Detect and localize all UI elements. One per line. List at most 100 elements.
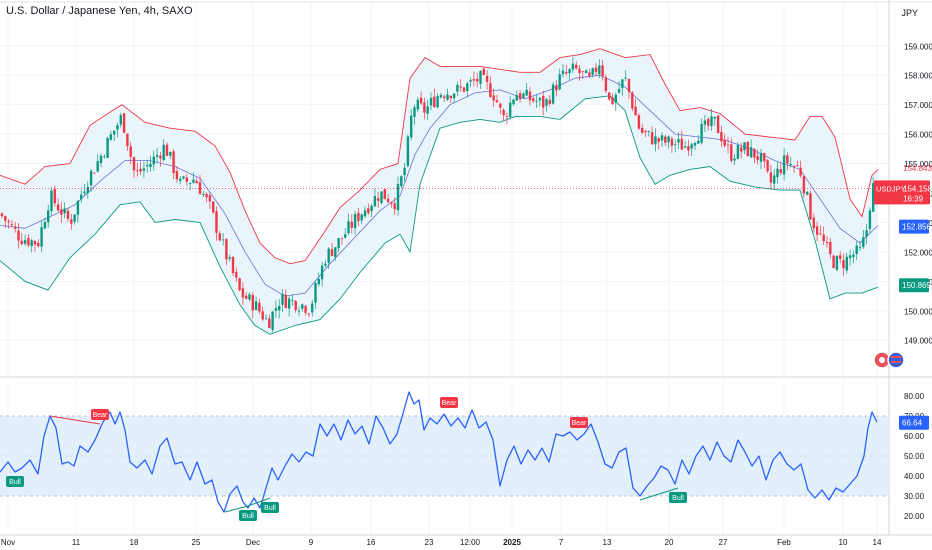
candle-body [142, 168, 146, 171]
candle-body [175, 171, 179, 180]
bull-divergence-label: Bull [672, 495, 684, 502]
candle-body [852, 254, 855, 258]
candle-body [680, 138, 683, 150]
candle-body [103, 156, 106, 158]
bear-divergence-label: Bear [93, 412, 108, 419]
candle-body [812, 217, 815, 229]
candle-body [786, 155, 789, 164]
bear-divergence-label: Bear [572, 420, 587, 427]
bear-divergence-label: Bear [442, 400, 457, 407]
flags-icon[interactable] [873, 351, 905, 369]
candle-body [185, 177, 188, 182]
candle-body [858, 247, 862, 248]
candle-body [43, 221, 47, 229]
candle-body [254, 301, 258, 310]
candle-body [700, 123, 703, 143]
candle-body [347, 221, 350, 234]
candle-body [766, 160, 769, 172]
candle-body [231, 257, 235, 273]
candle-body [208, 195, 212, 202]
rsi-value-box [899, 415, 929, 430]
candle-body [413, 107, 416, 117]
candle-body [644, 130, 647, 133]
candle-body [205, 194, 208, 198]
candle-body [637, 115, 641, 129]
candle-body [202, 193, 205, 196]
candle-body [865, 230, 868, 237]
candle-body [403, 167, 406, 176]
candle-body [274, 308, 278, 311]
candle-body [334, 247, 337, 257]
candle-body [608, 92, 611, 100]
candle-body [611, 97, 614, 104]
candle-body [340, 237, 344, 239]
bear-divergence-line [49, 415, 101, 425]
candle-body [47, 210, 50, 223]
candle-body [258, 302, 261, 312]
candle-body [703, 120, 707, 125]
candle-body [740, 147, 743, 152]
time-tick-label: 20 [665, 538, 674, 547]
candle-body [73, 214, 76, 222]
candle-body [753, 148, 756, 158]
candle-body [829, 241, 832, 254]
rsi-tick-label: 50.00 [904, 452, 925, 461]
candle-body [723, 139, 726, 146]
candle-body [634, 106, 637, 116]
candle-body [749, 147, 753, 158]
candle-body [426, 106, 429, 114]
candle-body [20, 240, 23, 244]
candle-body [162, 144, 165, 161]
candle-body [561, 70, 565, 75]
candle-body [855, 245, 858, 255]
candle-body [113, 130, 116, 135]
candle-body [578, 68, 581, 74]
candle-body [76, 200, 80, 215]
candle-body [139, 168, 142, 172]
candle-body [353, 214, 357, 229]
candle-body [221, 239, 225, 241]
candle-body [733, 158, 736, 161]
candle-body [169, 151, 172, 156]
time-tick-label: 10 [839, 538, 848, 547]
candle-body [281, 293, 284, 305]
candle-body [713, 116, 716, 119]
candle-body [149, 163, 152, 167]
time-tick-label: 25 [192, 538, 201, 547]
candle-body [192, 179, 195, 183]
candle-body [238, 278, 241, 291]
candle-body [763, 152, 766, 162]
candle-body [650, 132, 654, 145]
candle-body [393, 203, 396, 210]
rsi-tick-label: 20.00 [904, 512, 925, 521]
candle-body [502, 109, 505, 116]
candle-body [509, 102, 512, 117]
candle-body [756, 156, 759, 160]
candle-body [466, 83, 469, 91]
candle-body [327, 248, 330, 263]
candle-body [839, 255, 842, 259]
candle-body [568, 69, 571, 74]
candle-body [14, 226, 17, 229]
candle-body [538, 97, 542, 101]
candle-body [809, 193, 812, 220]
candle-body [832, 255, 835, 269]
candle-body [472, 79, 476, 81]
bb-lower-value: 150.869 [902, 281, 931, 290]
candle-body [604, 77, 608, 91]
candle-body [449, 95, 452, 99]
candle-body [439, 95, 443, 98]
candle-body [654, 136, 657, 145]
candle-body [558, 74, 561, 90]
candle-body [330, 249, 334, 256]
candle-body [792, 166, 796, 167]
time-tick-label: 14 [873, 538, 882, 547]
candle-body [664, 136, 667, 143]
candle-body [456, 84, 459, 92]
candle-body [726, 144, 730, 146]
candle-body [271, 311, 274, 330]
currency-label: JPY [901, 8, 918, 18]
candle-body [657, 138, 660, 142]
candle-body [261, 311, 264, 320]
time-tick-label: Feb [777, 538, 791, 547]
